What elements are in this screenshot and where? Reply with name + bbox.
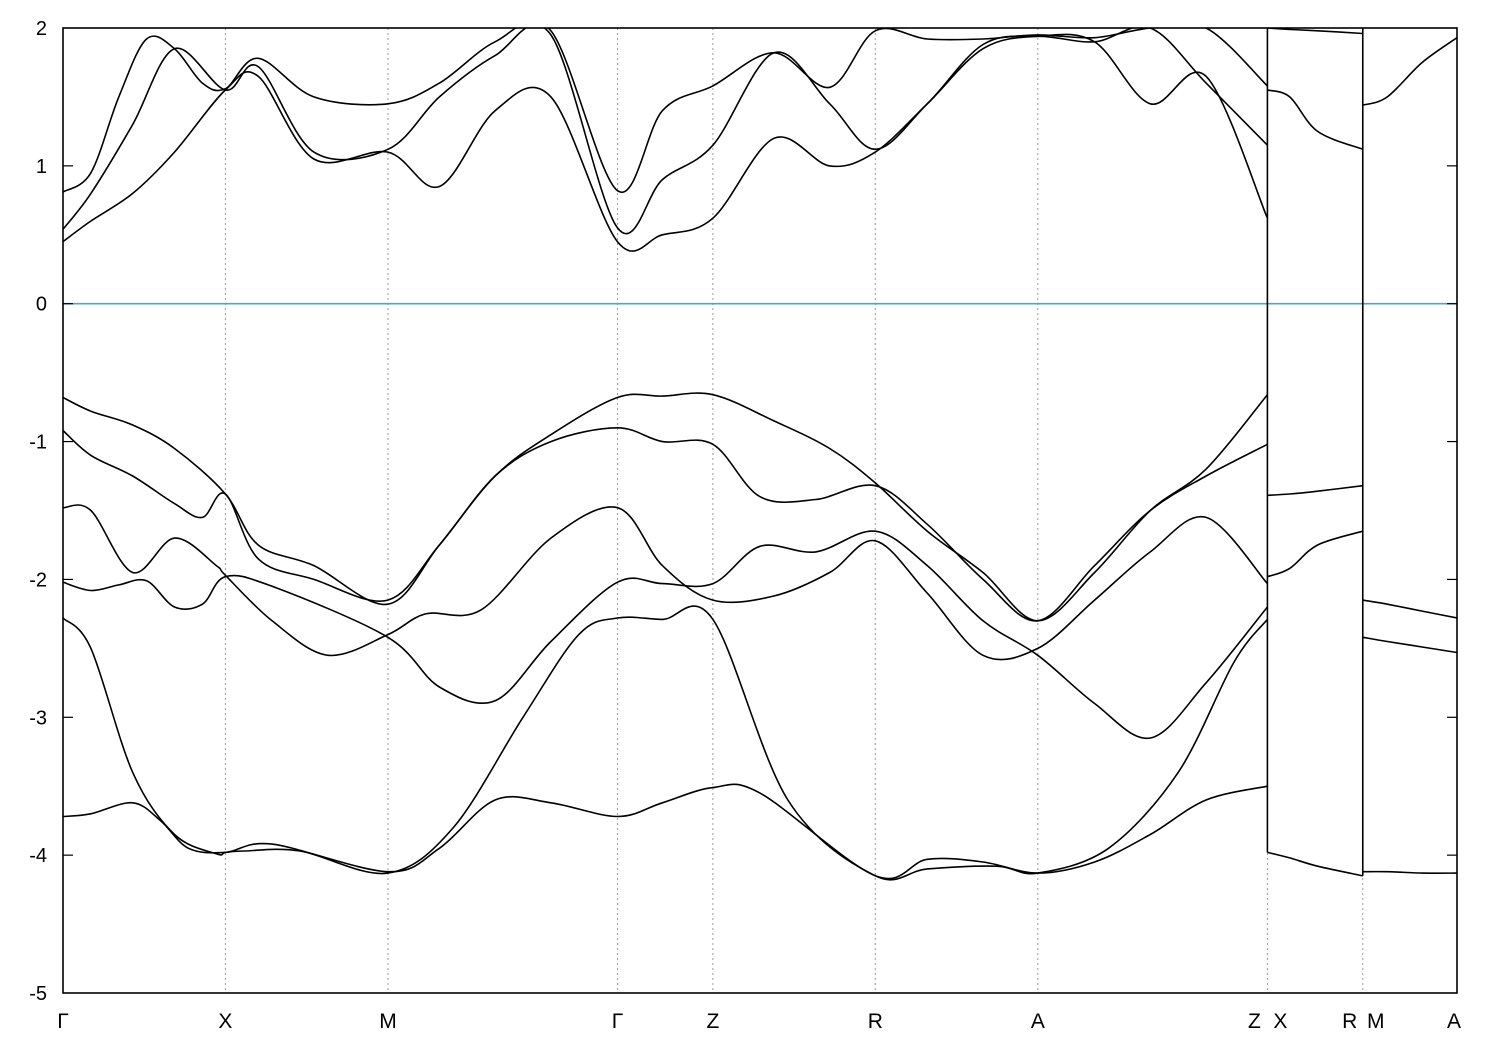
band-line-9	[63, 28, 1268, 194]
band-line-17	[1362, 870, 1457, 874]
band-line-4	[63, 504, 1268, 661]
kpoint-label: M	[1367, 1010, 1385, 1033]
kpoint-label: A	[1031, 1010, 1045, 1033]
band-line-1	[63, 605, 1269, 881]
band-line-15	[1362, 599, 1457, 619]
kpoint-label: R	[868, 1010, 883, 1033]
band-line-16	[1362, 636, 1457, 654]
y-tick-label: -3	[29, 707, 47, 729]
band-line-13	[1267, 89, 1364, 151]
kpoint-label: X	[218, 1010, 232, 1033]
kpoint-label: Γ	[57, 1010, 69, 1033]
y-tick-label: 1	[36, 156, 47, 178]
band-line-14	[1267, 28, 1363, 35]
band-line-7	[63, 33, 1269, 252]
high-symmetry-gridlines	[224, 28, 1364, 993]
band-line-18	[1362, 37, 1457, 106]
plot-frame	[62, 27, 1458, 994]
band-line-6	[63, 392, 1269, 622]
band-lines	[63, 28, 1457, 881]
y-tick-label: 0	[36, 294, 47, 316]
kpoint-label: M	[379, 1010, 397, 1033]
y-tick-label: -5	[29, 983, 47, 1005]
kpoint-label: Z	[706, 1010, 719, 1033]
band-line-12	[1267, 851, 1363, 877]
kpoint-label: Γ	[612, 1010, 624, 1033]
band-line-3	[63, 530, 1269, 739]
band-line-10	[1267, 484, 1363, 497]
band-line-2	[63, 783, 1268, 880]
y-tick-label: 2	[36, 18, 47, 40]
discontinuity-lines	[1266, 28, 1364, 876]
band-line-8	[63, 28, 1268, 235]
y-tick-label: -2	[29, 569, 47, 591]
kpoint-label: A	[1447, 1010, 1461, 1033]
kpoint-label: X	[1273, 1010, 1287, 1033]
y-axis-ticks: 2 1 0 -1 -2 -3 -4 -5	[29, 18, 1457, 1005]
band-line-11	[1267, 530, 1364, 578]
y-tick-label: -1	[29, 432, 47, 454]
kpoint-label: R	[1342, 1010, 1357, 1033]
kpoint-label: Z	[1248, 1010, 1261, 1033]
y-tick-label: -4	[29, 845, 47, 867]
